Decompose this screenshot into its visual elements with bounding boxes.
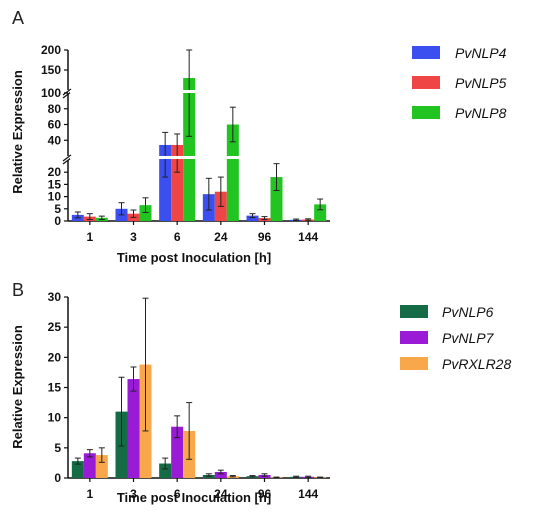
- legend-swatch: [400, 305, 428, 318]
- x-tick-label: 1: [86, 487, 93, 501]
- panel-a-legend: PvNLP4 PvNLP5 PvNLP8: [412, 45, 507, 121]
- bar-pvnlp6: [71, 461, 84, 478]
- y-tick-label: 200: [41, 43, 61, 57]
- bar-pvnlp4: [159, 144, 172, 221]
- x-tick-label: 6: [174, 487, 181, 501]
- bar-pvnlp8: [183, 78, 196, 221]
- axis-break-mark: [62, 88, 72, 96]
- axis-break-mark: [62, 154, 72, 162]
- x-tick-label: 24: [214, 230, 228, 244]
- y-tick-label: 5: [54, 441, 61, 455]
- x-tick-label: 24: [214, 487, 228, 501]
- y-tick-label: 20: [48, 350, 62, 364]
- panel-b-ylabel: Relative Expression: [10, 325, 25, 449]
- y-tick-label: 100: [41, 86, 61, 100]
- legend-label: PvNLP7: [442, 330, 495, 346]
- legend-label: PvRXLR28: [442, 356, 511, 372]
- legend-label: PvNLP5: [455, 75, 507, 91]
- panel-b-letter: B: [12, 280, 24, 300]
- x-tick-label: 96: [258, 487, 272, 501]
- y-tick-label: 30: [48, 290, 62, 304]
- y-tick-label: 10: [48, 411, 62, 425]
- y-tick-label: 80: [48, 102, 62, 116]
- y-tick-label: 10: [48, 190, 62, 204]
- axis-break-mark: [62, 157, 72, 165]
- legend-label: PvNLP8: [455, 105, 507, 121]
- x-tick-label: 96: [258, 230, 272, 244]
- axis-break-gap: [70, 90, 332, 93]
- y-tick-label: 15: [48, 177, 62, 191]
- panel-b-plot: 0 5 10 15 20 25 30 1 3 6 24 96 144: [48, 290, 330, 501]
- panel-a-ylabel: Relative Expression: [10, 70, 25, 194]
- bar-pvnlp8: [314, 204, 327, 221]
- y-tick-label: 40: [48, 133, 62, 147]
- x-tick-label: 144: [298, 487, 318, 501]
- bar-pvnlp4: [246, 215, 259, 221]
- y-tick-label: 25: [48, 320, 62, 334]
- bar-pvnlp5: [171, 144, 184, 221]
- y-tick-label: 150: [41, 63, 61, 77]
- bar-pvnlp7: [171, 426, 184, 478]
- y-tick-label: 0: [54, 471, 61, 485]
- panel-b-legend: PvNLP6 PvNLP7 PvRXLR28: [400, 304, 511, 372]
- panel-b-xlabel: Time post Inoculation [h]: [117, 490, 271, 505]
- bar-pvnlp8: [139, 205, 152, 221]
- y-tick-label: 0: [54, 214, 61, 228]
- bar-pvnlp8: [270, 177, 283, 221]
- legend-swatch: [400, 331, 428, 344]
- legend-swatch: [412, 46, 440, 59]
- x-tick-label: 3: [130, 487, 137, 501]
- axis-break-gap: [70, 156, 332, 159]
- y-tick-label: 15: [48, 381, 62, 395]
- legend-swatch: [412, 106, 440, 119]
- bar-pvrxlr28: [95, 455, 108, 478]
- bar-pvnlp8: [226, 124, 239, 221]
- y-tick-label: 20: [48, 165, 62, 179]
- x-tick-label: 6: [174, 230, 181, 244]
- x-tick-label: 1: [86, 230, 93, 244]
- y-tick-label: 60: [48, 118, 62, 132]
- x-tick-label: 144: [298, 230, 318, 244]
- bar-pvnlp7: [214, 471, 227, 478]
- x-tick-label: 3: [130, 230, 137, 244]
- bar-pvnlp6: [159, 463, 172, 478]
- legend-swatch: [400, 357, 428, 370]
- panel-a-xlabel: Time post Inoculation [h]: [117, 250, 271, 265]
- panel-a-letter: A: [12, 8, 24, 28]
- legend-label: PvNLP6: [442, 304, 494, 320]
- bar-pvnlp7: [83, 453, 96, 478]
- y-tick-label: 5: [54, 202, 61, 216]
- axis-break-mark: [62, 91, 72, 99]
- legend-swatch: [412, 76, 440, 89]
- legend-label: PvNLP4: [455, 45, 507, 61]
- bar-pvnlp7: [127, 379, 140, 478]
